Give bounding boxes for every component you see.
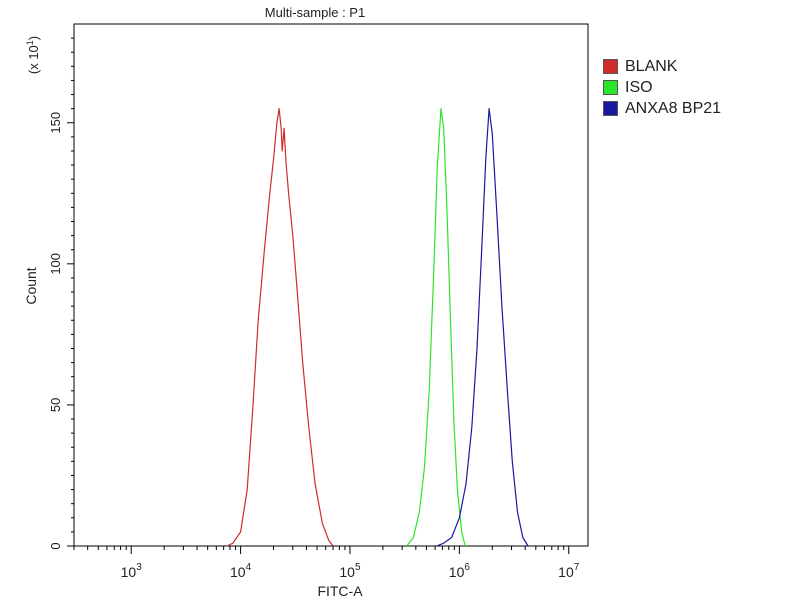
- legend: BLANK ISO ANXA8 BP21: [603, 56, 721, 119]
- series-group: [226, 107, 529, 547]
- y-multiplier-label: (x 101): [25, 36, 41, 74]
- series-line-iso: [406, 107, 466, 547]
- legend-label-iso: ISO: [625, 78, 653, 96]
- y-tick-label: 150: [48, 112, 63, 134]
- legend-item-anxa8: ANXA8 BP21: [603, 98, 721, 119]
- legend-label-blank: BLANK: [625, 57, 678, 75]
- legend-swatch-iso: [603, 80, 618, 95]
- x-tick-label: 107: [558, 562, 580, 580]
- x-tick-label: 103: [121, 562, 143, 580]
- legend-label-anxa8: ANXA8 BP21: [625, 99, 722, 117]
- legend-item-iso: ISO: [603, 77, 721, 98]
- y-multiplier-exponent: 1: [25, 40, 35, 45]
- x-tick-label: 105: [339, 562, 361, 580]
- plot-frame: [73, 23, 589, 547]
- legend-swatch-anxa8: [603, 101, 618, 116]
- y-tick-label: 100: [48, 253, 63, 275]
- y-tick-label: 0: [48, 542, 63, 549]
- chart-title: Multi-sample : P1: [265, 5, 365, 20]
- legend-item-blank: BLANK: [603, 56, 721, 77]
- x-tick-label: 104: [230, 562, 252, 580]
- x-axis-label: FITC-A: [317, 583, 363, 599]
- y-axis-label: Count: [23, 267, 39, 304]
- y-tick-label: 50: [48, 398, 63, 412]
- axis-ticks: 103 104 105 106 107 0 50 100 150: [48, 37, 580, 580]
- series-line-anxa8-bp21: [436, 107, 529, 547]
- y-multiplier-suffix: ): [26, 36, 41, 40]
- legend-swatch-blank: [603, 59, 618, 74]
- series-line-blank: [226, 107, 334, 547]
- y-multiplier-prefix: (x 10: [26, 45, 41, 74]
- x-tick-label: 106: [449, 562, 471, 580]
